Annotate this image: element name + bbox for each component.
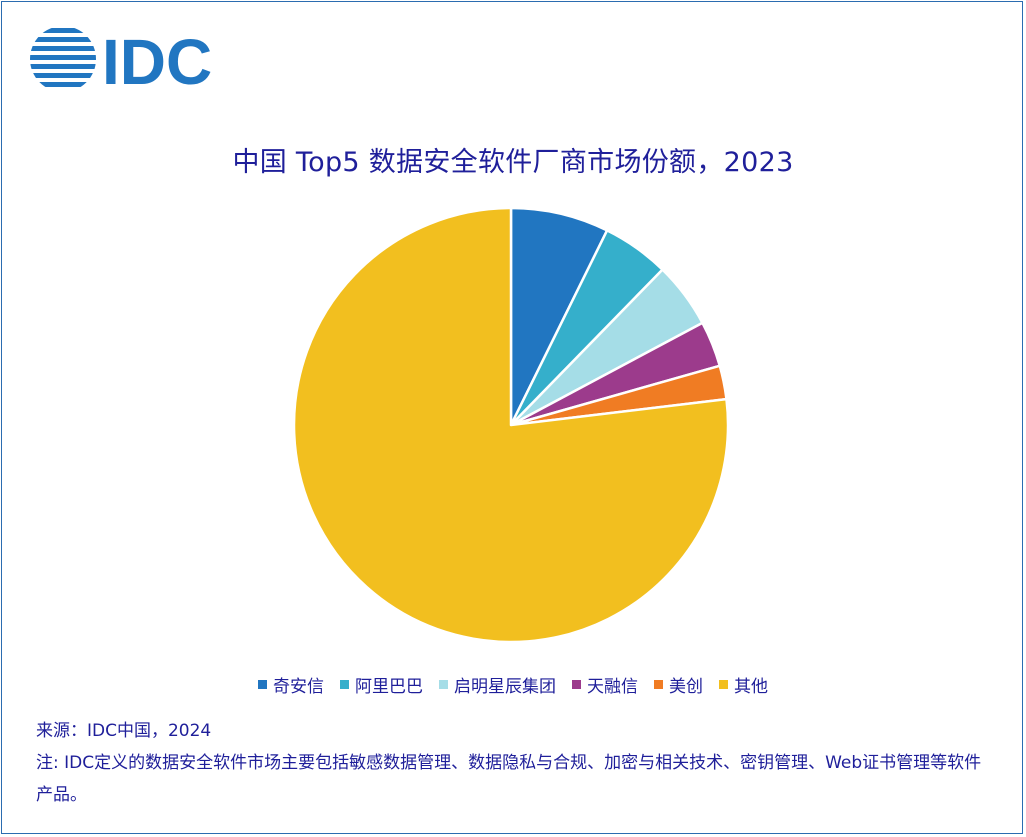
chart-title: 中国 Top5 数据安全软件厂商市场份额，2023: [232, 147, 794, 178]
idc-logo-text: IDC: [102, 26, 212, 94]
chart-legend: 奇安信 阿里巴巴 启明星辰集团 天融信 美创 其他: [0, 672, 1026, 697]
legend-label: 天融信: [587, 677, 638, 697]
legend-swatch: [572, 680, 581, 689]
legend-swatch: [258, 680, 267, 689]
legend-item: 阿里巴巴: [340, 672, 423, 697]
idc-logo: IDC: [30, 26, 212, 94]
legend-swatch: [719, 680, 728, 689]
legend-item: 启明星辰集团: [439, 672, 556, 697]
legend-swatch: [340, 680, 349, 689]
pie-slice-1: [509, 206, 609, 427]
legend-label: 其他: [734, 677, 768, 697]
legend-item: 天融信: [572, 672, 638, 697]
legend-swatch: [439, 680, 448, 689]
source-text: 来源：IDC中国，2024: [36, 721, 212, 741]
legend-label: 阿里巴巴: [355, 677, 423, 697]
legend-label: 奇安信: [273, 677, 324, 697]
note-text: 注: IDC定义的数据安全软件市场主要包括敏感数据管理、数据隐私与合规、加密与相…: [36, 753, 982, 805]
legend-item: 其他: [719, 672, 768, 697]
legend-item: 美创: [654, 672, 703, 697]
legend-swatch: [654, 680, 663, 689]
legend-item: 奇安信: [258, 672, 324, 697]
legend-label: 启明星辰集团: [454, 677, 556, 697]
legend-label: 美创: [669, 677, 703, 697]
pie-slice-6: [292, 206, 730, 644]
